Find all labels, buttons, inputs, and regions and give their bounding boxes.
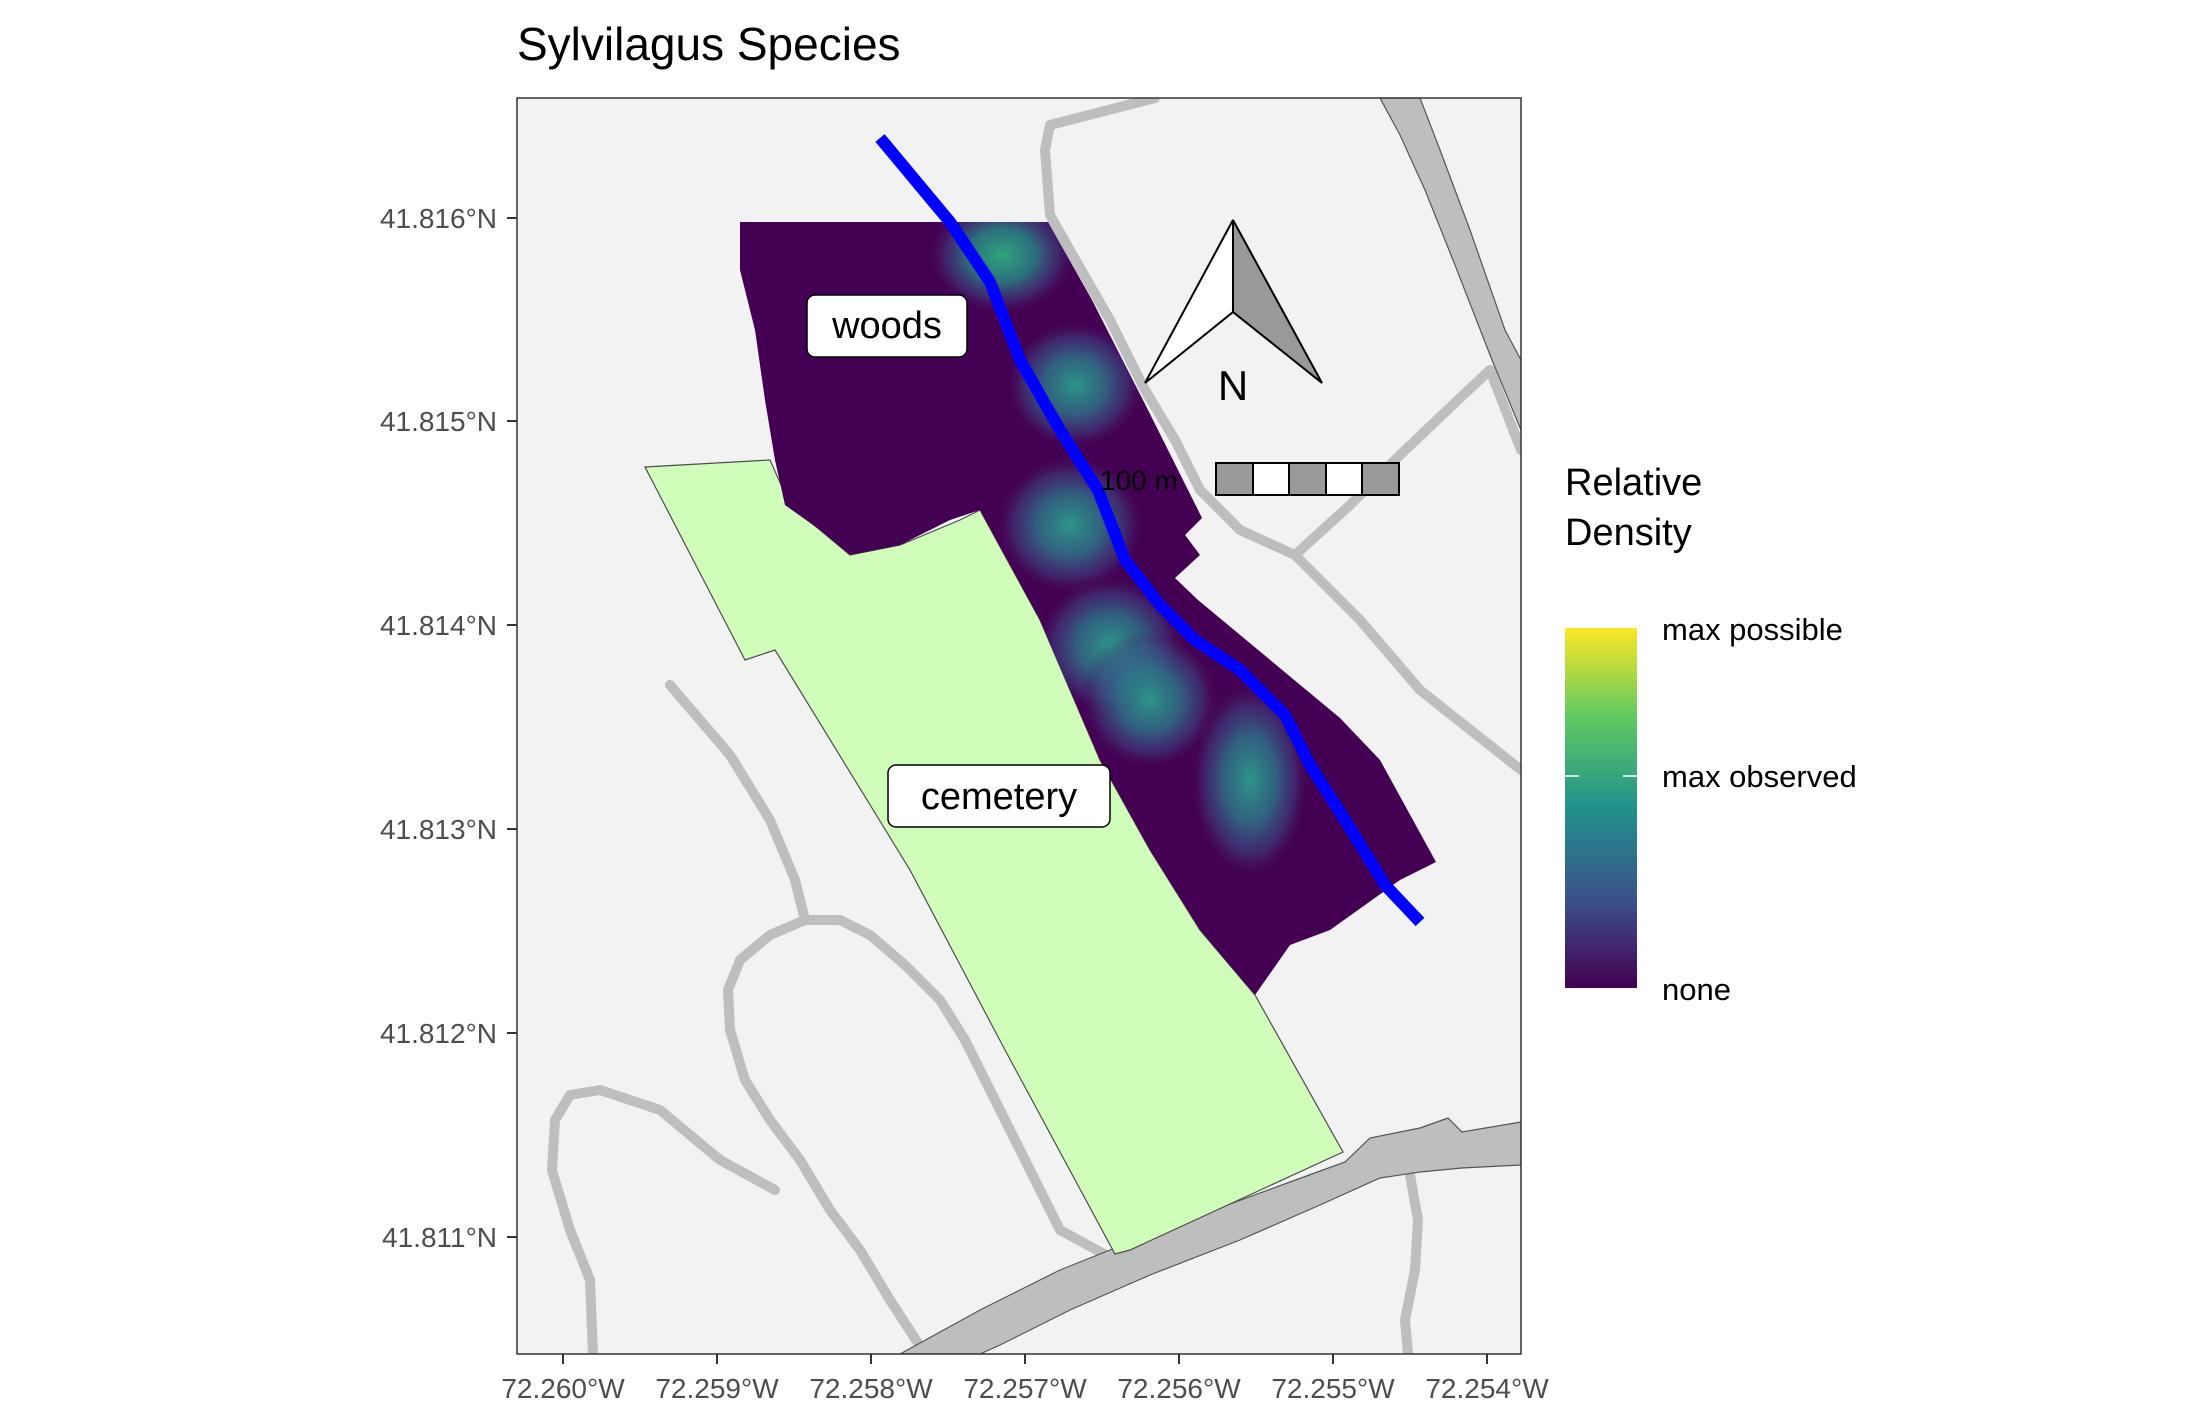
x-tick-label: 72.256°W — [1117, 1373, 1241, 1404]
north-arrow-label: N — [1218, 362, 1248, 409]
cemetery-label-text: cemetery — [921, 776, 1077, 818]
legend-title-line1: Relative — [1565, 462, 1702, 504]
y-tick-label: 41.813°N — [380, 814, 497, 845]
density-hotspot — [1005, 320, 1145, 450]
map-title: Sylvilagus Species — [517, 18, 901, 70]
y-tick-label: 41.814°N — [380, 610, 497, 641]
y-axis: 41.816°N 41.815°N 41.814°N 41.813°N 41.8… — [380, 203, 517, 1253]
x-tick-label: 72.260°W — [501, 1373, 625, 1404]
y-tick-label: 41.811°N — [382, 1222, 497, 1253]
y-tick-label: 41.812°N — [380, 1018, 497, 1049]
y-tick-label: 41.815°N — [380, 406, 497, 437]
woods-label-text: woods — [831, 305, 942, 347]
legend-title-line2: Density — [1565, 512, 1692, 554]
legend-label-max-possible: max possible — [1662, 612, 1843, 647]
map-panel-border — [516, 97, 1522, 1355]
legend-label-none: none — [1662, 972, 1731, 1007]
density-hotspot — [1080, 630, 1220, 770]
cemetery-label: cemetery — [887, 764, 1111, 828]
legend: Relative Density max possible max observ… — [1565, 462, 1857, 1007]
x-tick-label: 72.254°W — [1425, 1373, 1549, 1404]
y-tick-label: 41.816°N — [380, 203, 497, 234]
scale-bar-label: 100 m — [1100, 465, 1178, 496]
density-hotspot — [1190, 680, 1310, 880]
stream-line — [875, 134, 1425, 927]
scale-bar: 100 m — [1100, 462, 1400, 496]
x-tick-label: 72.255°W — [1271, 1373, 1395, 1404]
density-hotspot — [995, 455, 1145, 595]
x-tick-label: 72.257°W — [963, 1373, 1087, 1404]
north-arrow-icon: N — [1144, 219, 1323, 409]
woods-label: woods — [806, 294, 968, 358]
minor-roads — [547, 98, 1521, 1354]
x-tick-label: 72.258°W — [809, 1373, 933, 1404]
x-axis: 72.260°W 72.259°W 72.258°W 72.257°W 72.2… — [501, 1354, 1549, 1404]
legend-label-max-observed: max observed — [1662, 759, 1857, 794]
x-tick-label: 72.259°W — [655, 1373, 779, 1404]
major-road-east — [1379, 98, 1521, 431]
legend-colorbar — [1565, 628, 1637, 988]
density-surface — [740, 222, 1436, 995]
density-hotspot — [927, 222, 1077, 315]
